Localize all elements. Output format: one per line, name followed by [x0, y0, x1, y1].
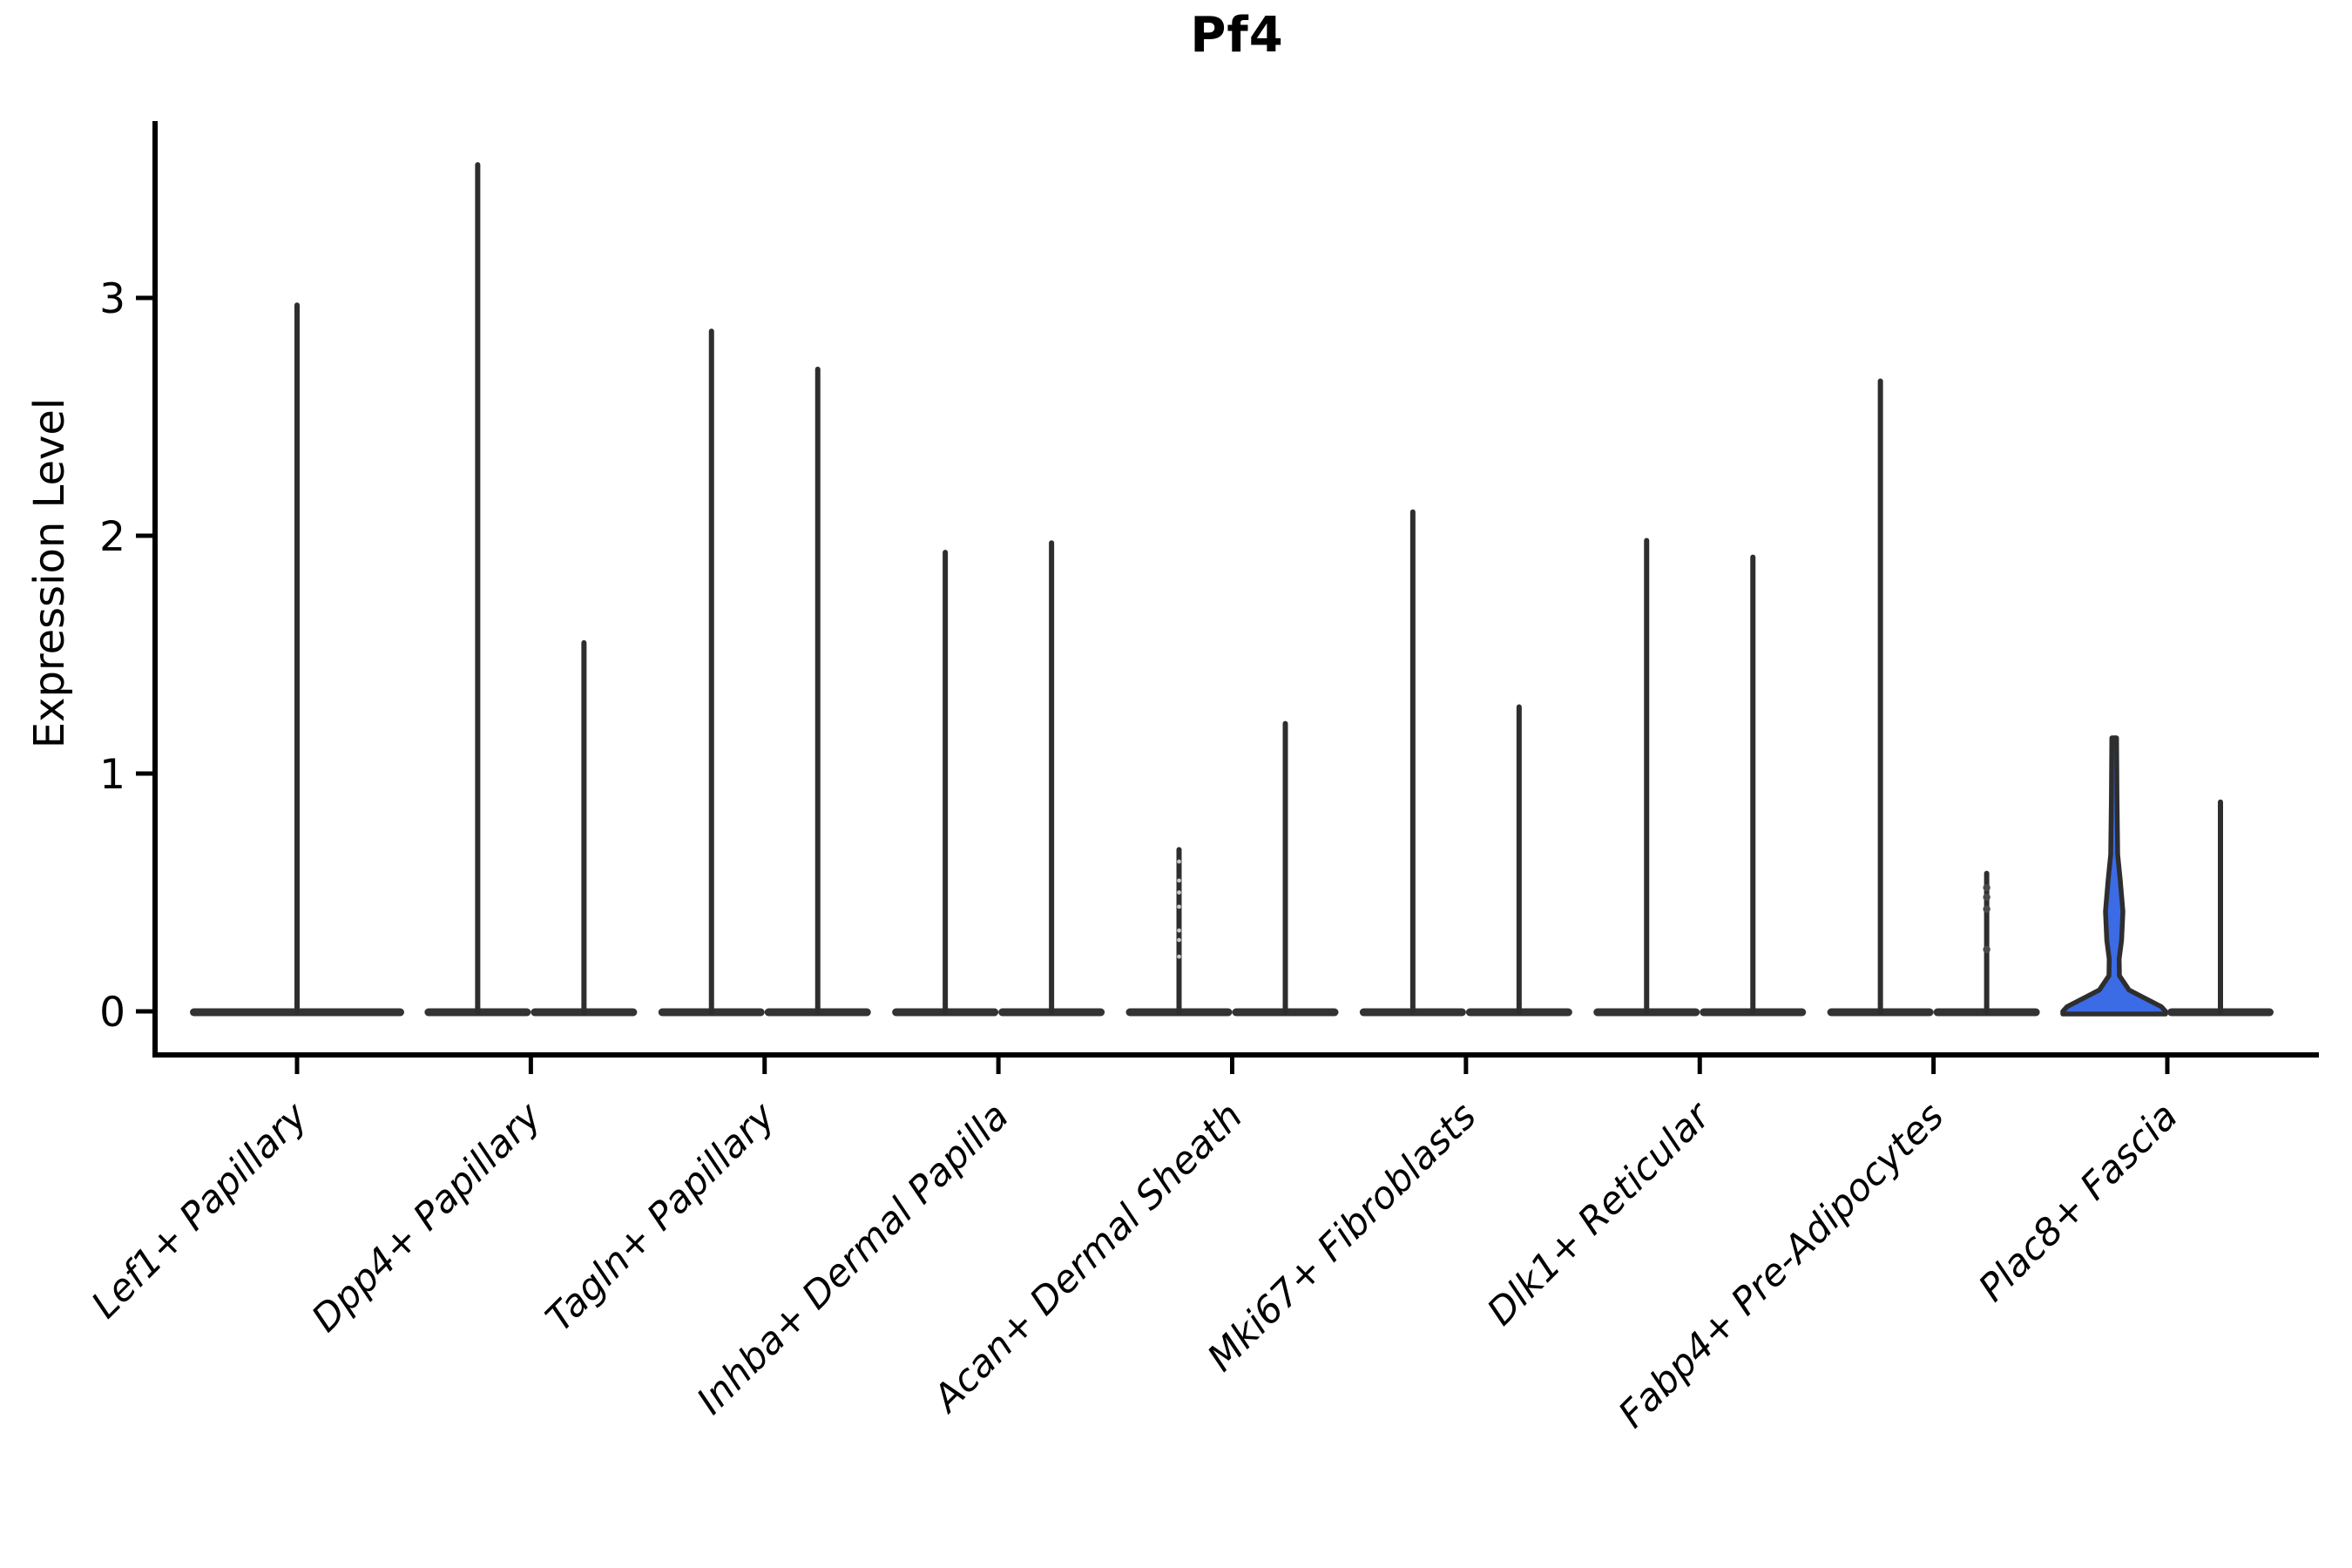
cell-point [1983, 945, 1990, 954]
cell-point-faint [1177, 859, 1181, 864]
x-category-label: Mki67+ Fibroblasts [1200, 1094, 1485, 1380]
violin-fabp4-pre-adipocytes-left [1827, 378, 1934, 1017]
cell-point-faint [1177, 954, 1181, 959]
x-category-label: Dpp4+ Papillary [304, 1094, 551, 1341]
violin-tagln-papillary-left [658, 328, 765, 1017]
violin-acan-dermal-sheath-right [1232, 720, 1339, 1017]
violin-mki67-fibroblasts-right [1465, 704, 1572, 1017]
x-category-label: Lef1+ Papillary [84, 1094, 316, 1327]
violin-body-filled [2060, 735, 2168, 1017]
cell-point [1983, 883, 1990, 892]
violin-lef1-papillary-center [190, 302, 404, 1017]
x-category-label: Dlk1+ Reticular [1479, 1093, 1720, 1335]
violin-dlk1-reticular-right [1700, 554, 1807, 1017]
cell-point [1983, 905, 1990, 913]
chart-title: Pf4 [1190, 7, 1284, 64]
violin-inhba-dermal-papilla-left [892, 550, 999, 1017]
cell-point-faint [1177, 878, 1181, 883]
cell-point-faint [1177, 928, 1181, 933]
y-tick-label: 3 [99, 275, 125, 323]
violin-dpp4-papillary-right [531, 639, 638, 1017]
violin-plac8-fascia-left [2060, 735, 2168, 1017]
cell-point-faint [1177, 890, 1181, 895]
violin-inhba-dermal-papilla-right [998, 540, 1105, 1017]
violin-mki67-fibroblasts-left [1359, 509, 1466, 1017]
cell-point-faint [1177, 937, 1181, 943]
violin-dlk1-reticular-left [1593, 537, 1700, 1017]
x-category-label: Tagln+ Papillary [537, 1094, 784, 1341]
violin-dpp4-papillary-left [424, 162, 531, 1017]
x-category-label: Plac8+ Fascia [1970, 1094, 2186, 1310]
violin-acan-dermal-sheath-left [1125, 847, 1233, 1017]
y-tick-label: 1 [99, 751, 125, 799]
y-tick-label: 2 [99, 513, 125, 561]
cell-point [1983, 893, 1990, 902]
violin-fabp4-pre-adipocytes-right [1933, 870, 2040, 1017]
cell-point-faint [1177, 904, 1181, 909]
violin-plac8-fascia-right [2167, 799, 2274, 1017]
violin-tagln-papillary-right [764, 366, 871, 1017]
y-tick-label: 0 [99, 989, 125, 1037]
